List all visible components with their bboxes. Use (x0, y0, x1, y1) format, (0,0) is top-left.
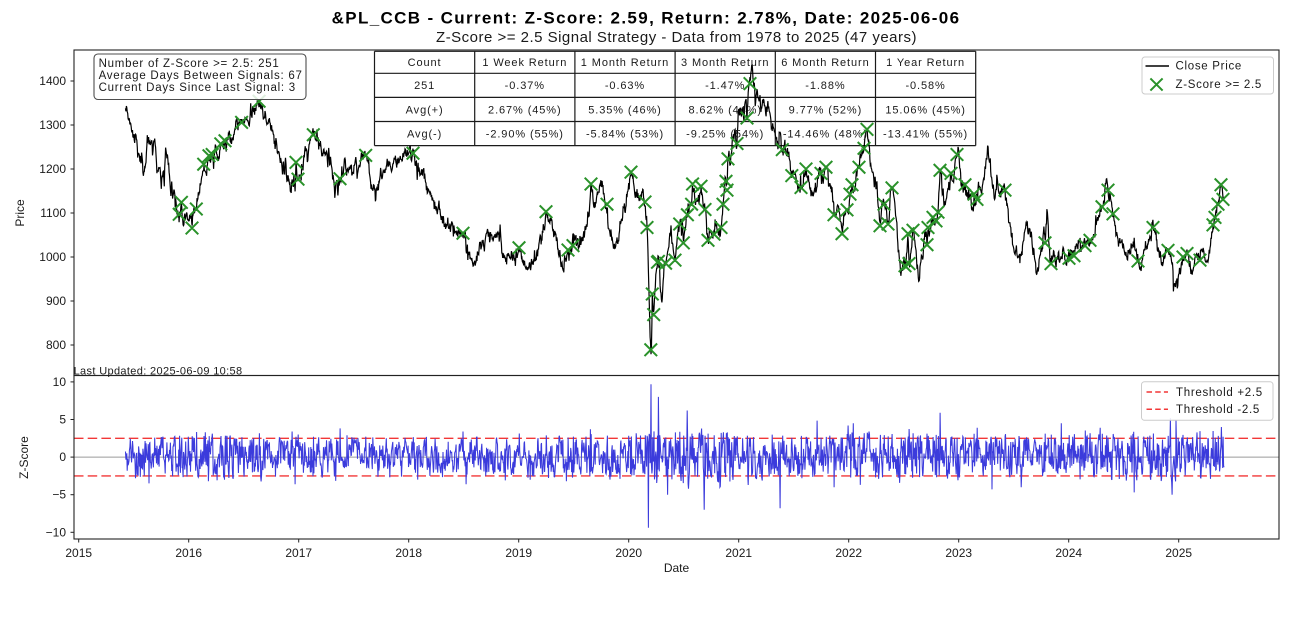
svg-text:5.35% (46%): 5.35% (46%) (588, 104, 662, 116)
svg-text:Average Days Between Signals:: Average Days Between Signals: 67 (99, 70, 303, 82)
svg-text:2.67% (45%): 2.67% (45%) (488, 104, 562, 116)
svg-text:1000: 1000 (39, 250, 66, 264)
svg-text:2022: 2022 (835, 546, 862, 560)
svg-text:-0.58%: -0.58% (905, 80, 945, 92)
svg-text:1 Week Return: 1 Week Return (482, 57, 567, 69)
svg-text:2017: 2017 (285, 546, 312, 560)
svg-text:Date: Date (664, 561, 690, 575)
svg-text:Last Updated: 2025-06-09 10:58: Last Updated: 2025-06-09 10:58 (74, 366, 243, 378)
svg-text:-0.63%: -0.63% (605, 80, 645, 92)
svg-text:2015: 2015 (65, 546, 92, 560)
svg-text:Close Price: Close Price (1176, 60, 1243, 72)
svg-text:900: 900 (46, 294, 66, 308)
svg-text:3 Month Return: 3 Month Return (681, 57, 769, 69)
svg-text:Count: Count (408, 57, 442, 69)
svg-text:-13.41% (55%): -13.41% (55%) (883, 129, 968, 141)
svg-text:1200: 1200 (39, 162, 66, 176)
svg-text:-9.25% (54%): -9.25% (54%) (686, 129, 764, 141)
svg-text:2019: 2019 (505, 546, 532, 560)
svg-text:15.06% (45%): 15.06% (45%) (885, 104, 966, 116)
svg-text:1 Month Return: 1 Month Return (581, 57, 669, 69)
svg-text:2024: 2024 (1055, 546, 1082, 560)
svg-text:Z-Score >= 2.5 Signal Strategy: Z-Score >= 2.5 Signal Strategy - Data fr… (436, 29, 917, 46)
svg-text:2023: 2023 (945, 546, 972, 560)
svg-text:−10: −10 (46, 525, 67, 539)
svg-text:Number of Z-Score >= 2.5: 251: Number of Z-Score >= 2.5: 251 (99, 58, 280, 70)
svg-text:2021: 2021 (725, 546, 752, 560)
svg-text:2018: 2018 (395, 546, 422, 560)
svg-text:−5: −5 (52, 488, 66, 502)
svg-text:0: 0 (59, 450, 66, 464)
svg-text:2020: 2020 (615, 546, 642, 560)
svg-text:800: 800 (46, 338, 66, 352)
svg-text:-5.84% (53%): -5.84% (53%) (586, 129, 664, 141)
svg-text:2025: 2025 (1165, 546, 1192, 560)
svg-text:Avg(-): Avg(-) (407, 129, 442, 141)
svg-text:5: 5 (59, 413, 66, 427)
svg-text:-1.47%: -1.47% (705, 80, 745, 92)
svg-text:10: 10 (53, 375, 67, 389)
svg-text:1300: 1300 (39, 118, 66, 132)
svg-text:Current Days Since Last Signal: Current Days Since Last Signal: 3 (99, 82, 296, 94)
svg-text:6 Month Return: 6 Month Return (781, 57, 869, 69)
svg-text:1100: 1100 (40, 206, 66, 220)
svg-text:&PL_CCB - Current: Z-Score: 2.: &PL_CCB - Current: Z-Score: 2.59, Return… (332, 9, 961, 28)
svg-text:1400: 1400 (39, 74, 66, 88)
svg-text:251: 251 (414, 80, 435, 92)
svg-text:Price: Price (13, 199, 27, 227)
svg-text:Z-Score: Z-Score (17, 436, 31, 479)
svg-text:2016: 2016 (175, 546, 202, 560)
svg-text:1 Year Return: 1 Year Return (886, 57, 965, 69)
svg-text:-1.88%: -1.88% (805, 80, 845, 92)
svg-text:Z-Score >= 2.5: Z-Score >= 2.5 (1176, 79, 1263, 91)
svg-text:Threshold -2.5: Threshold -2.5 (1176, 404, 1260, 416)
svg-text:Threshold +2.5: Threshold +2.5 (1176, 387, 1263, 399)
svg-text:Avg(+): Avg(+) (406, 104, 444, 116)
svg-text:-0.37%: -0.37% (505, 80, 545, 92)
svg-text:-2.90% (55%): -2.90% (55%) (486, 129, 564, 141)
svg-text:-14.46% (48%): -14.46% (48%) (783, 129, 868, 141)
svg-text:9.77% (52%): 9.77% (52%) (789, 104, 863, 116)
